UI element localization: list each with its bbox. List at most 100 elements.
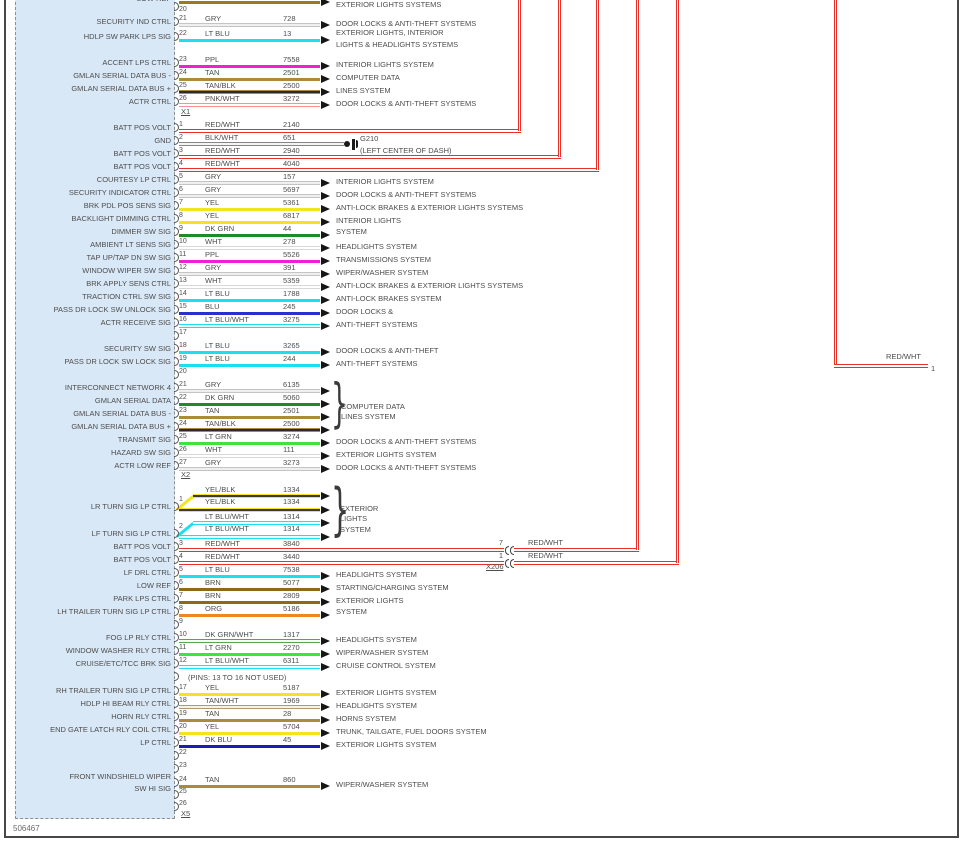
signal-label: BATT POS VOLT [113,542,171,551]
arrow-icon [321,585,330,593]
pin-number: 7 [179,199,183,206]
wire [179,705,320,709]
wire [179,454,320,458]
signal-label: PASS DR LOCK SW UNLOCK SIG [53,305,171,314]
arrow-icon [321,742,330,750]
wire-color-label: DK GRN [205,393,235,402]
pin-number: 9 [179,225,183,232]
wire-color-label: TAN [205,775,220,784]
destination-label: DOOR LOCKS & ANTI-THEFT SYSTEMS [336,463,477,472]
pin-number: 17 [179,329,187,336]
circuit-number: 157 [283,172,296,181]
wire-vertical [675,0,679,563]
circuit-number: 111 [283,445,295,454]
wire [179,363,320,367]
pin-terminal-icon [174,447,179,457]
wire [179,600,320,604]
destination-label: DOOR LOCKS & ANTI-THEFT SYSTEMS [336,437,477,446]
pin-number: 22 [179,30,187,37]
signal-label: FRONT WINDSHIELD WIPER [69,771,171,781]
wire [179,652,320,656]
wire [179,535,320,539]
wire [179,285,320,289]
wire-color-label: WHT [205,445,223,454]
pin-terminal-icon [174,213,179,223]
pin-terminal-icon [174,200,179,210]
pin-number: 23 [179,56,187,63]
wire-color-label: LT BLU/WHT [205,524,249,533]
destination-label: EXTERIOR LIGHTS, INTERIOR [336,28,444,37]
circuit-number: 5060 [283,393,300,402]
pin-number: 13 [179,277,187,284]
inline-connector-icon [505,558,509,568]
circuit-number: 5361 [283,198,300,207]
destination-label: CRUISE CONTROL SYSTEM [336,661,436,670]
destination-label: WIPER/WASHER SYSTEM [336,268,429,277]
circuit-number: 651 [283,133,296,142]
inline-connector-icon [510,545,514,555]
pin-number: 14 [179,290,187,297]
arrow-icon [321,75,330,83]
arrow-icon [321,716,330,724]
wire-color-label: DK BLU [205,735,233,744]
circuit-number: 5359 [283,276,300,285]
circuit-number: 3265 [283,341,300,350]
inline-pin-number: 7 [498,538,503,547]
wire-vertical [517,0,521,131]
pin-terminal-icon [174,135,179,145]
wire [179,692,320,696]
wire [179,246,320,250]
arrow-icon [321,506,330,514]
arrow-icon [321,296,330,304]
wire-vertical [557,0,561,157]
destination-label: TRANSMISSIONS SYSTEM [336,255,432,264]
arrow-icon [321,729,330,737]
wire [179,155,561,159]
signal-label: CRUISE/ETC/TCC BRK SIG [75,659,171,668]
signal-label: RH TRAILER TURN SIG LP CTRL [55,686,171,695]
wire [179,272,320,276]
wire-color-label: LT GRN [205,643,232,652]
wire-color-label: ORG [205,604,223,613]
circuit-number: 3840 [283,539,300,548]
pin-terminal-icon [174,187,179,197]
wire-color-label: TAN [205,406,220,415]
wire-color-label: YEL [205,683,220,692]
arrow-icon [321,179,330,187]
signal-label: GMLAN SERIAL DATA BUS - [73,71,171,80]
pin-terminal-icon [174,789,179,799]
signal-label: LF DRL CTRL [123,568,171,577]
wire [179,402,320,406]
pin-terminal-icon [174,737,179,747]
inline-pin-number: 1 [498,551,503,560]
pin-number: 21 [179,381,187,388]
signal-label: BATT POS VOLT [113,555,171,564]
signal-label: GMLAN SERIAL DATA BUS + [71,84,171,93]
destination-label: EXTERIOR [340,503,379,513]
circuit-number: 860 [283,775,296,784]
circuit-number: 2940 [283,146,300,155]
signal-label: END GATE LATCH RLY COIL CTRL [50,725,171,734]
inline-connector-icon [510,558,514,568]
pin-terminal-icon [174,382,179,392]
destination-label: ANTI-THEFT SYSTEMS [336,359,418,368]
figure-number: 506467 [13,824,40,833]
destination-label: HEADLIGHTS SYSTEM [336,242,417,251]
page-border [4,0,959,838]
pin-terminal-icon [174,501,179,511]
pin-number: 21 [179,15,187,22]
arrow-icon [321,257,330,265]
destination-label: ANTI-THEFT SYSTEMS [336,320,418,329]
connector-label: X5 [181,809,191,818]
signal-label: GND [154,136,171,145]
wire-color-label: PPL [205,250,220,259]
arrow-icon [321,413,330,421]
pin-number: 26 [179,95,187,102]
pin-number: 1 [179,121,183,128]
pin-terminal-icon [174,57,179,67]
wire [193,494,320,498]
signal-label: GMLAN SERIAL DATA [94,396,171,405]
inline-pin-number: 1 [931,364,936,373]
arrow-icon [321,663,330,671]
arrow-icon [321,361,330,369]
